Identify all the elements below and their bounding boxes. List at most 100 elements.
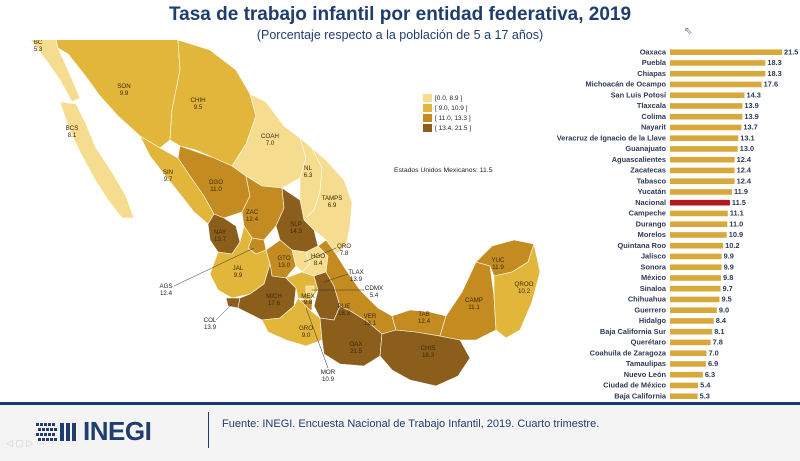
legend-swatch-1 — [423, 94, 432, 102]
label-hgo-abbr: HGO — [311, 253, 325, 260]
bar-label: Morelos — [638, 230, 666, 239]
bar — [670, 70, 766, 77]
bar — [670, 275, 722, 281]
bar-value-label: 17.6 — [764, 80, 778, 89]
bar-label: Sinaloa — [640, 284, 667, 293]
bar — [670, 113, 743, 120]
bar-label: Jalisco — [641, 252, 667, 261]
bar — [670, 232, 727, 238]
label-col-abbr: COL — [204, 317, 217, 324]
bar-value-label: 7.0 — [708, 348, 718, 357]
label-zac-abbr: ZAC — [246, 209, 259, 216]
bar — [670, 60, 766, 66]
bar-value-label: 8.1 — [714, 327, 724, 336]
bar — [670, 199, 730, 206]
label-tamps-abbr: TAMPS — [322, 195, 343, 202]
label-son-abbr: SON — [117, 83, 130, 90]
label-tlax-val: 13.9 — [350, 276, 363, 283]
label-qro-val: 7.8 — [340, 250, 349, 257]
bar-value-label: 18.3 — [767, 58, 781, 67]
bar-label: Tamaulipas — [626, 359, 666, 368]
bar-value-label: 11.1 — [730, 209, 744, 218]
bar — [670, 296, 720, 303]
label-ver-abbr: VER — [364, 313, 377, 320]
label-tamps-val: 6.9 — [328, 202, 337, 209]
bar-value-label: 11.0 — [729, 219, 743, 228]
label-chih-abbr: CHIH — [190, 97, 205, 104]
legend-item-3: [ 11.0, 13.3 ] — [423, 113, 471, 123]
legend-label-1: [0.0, 8.9 ] — [435, 94, 463, 102]
bar-label: Oaxaca — [640, 47, 667, 56]
label-gto-abbr: GTO — [277, 255, 290, 262]
label-yuc-abbr: YUC — [491, 257, 505, 264]
bar — [670, 135, 739, 141]
state-dgo — [177, 145, 251, 219]
mexico-map: BC 5.3 SON 9.9 CHIH 9.5 COAH 7.0 NL 6.3 TAMPS… — [0, 9, 541, 400]
bar — [670, 361, 706, 367]
bar-label: Guerrero — [634, 305, 666, 314]
label-nay-val: 13.7 — [214, 236, 227, 243]
label-camp-abbr: CAMP — [465, 297, 483, 304]
label-nl-abbr: NL — [304, 165, 312, 172]
bar-value-label: 13.7 — [743, 123, 757, 132]
bar-value-label: 13.9 — [744, 112, 758, 121]
bar-label: Nuevo León — [624, 370, 667, 379]
bar-label: Baja California Sur — [600, 327, 666, 336]
label-mex-abbr: MEX — [301, 293, 314, 300]
bar-label: Aguascalientes — [612, 155, 666, 164]
label-ags-val: 12.4 — [160, 290, 173, 297]
label-coah-val: 7.0 — [266, 140, 275, 147]
bar — [670, 81, 762, 88]
label-dgo-val: 11.0 — [210, 186, 222, 193]
label-bcs-val: 8.1 — [68, 132, 77, 139]
bar-value-label: 10.9 — [729, 230, 743, 239]
bar-label: Coahuila de Zaragoza — [590, 348, 667, 357]
label-jal-abbr: JAL — [233, 265, 244, 272]
svg-text:BC5.3: BC 5.3 — [34, 40, 43, 53]
legend-swatch-2 — [423, 104, 432, 112]
label-gro-val: 9.0 — [302, 332, 311, 339]
label-dgo-abbr: DGO — [209, 179, 223, 186]
bar-value-label: 5.3 — [700, 391, 710, 400]
legend-label-4: [ 13.4, 21.5 ] — [435, 124, 472, 132]
label-chis-abbr: CHIS — [421, 345, 436, 352]
bar-value-label: 12.4 — [737, 155, 752, 164]
bar — [670, 371, 703, 378]
map-state-labels: BC 5.3 SON 9.9 CHIH 9.5 COAH 7.0 NL 6.3 TAMPS… — [34, 39, 534, 383]
bar — [670, 339, 711, 346]
label-pue-val: 18.3 — [338, 310, 351, 317]
legend-swatch-4 — [423, 124, 432, 132]
mouse-cursor-icon: ⇖ — [684, 26, 693, 37]
label-slp-abbr: SLP — [290, 221, 302, 228]
inegi-logo-icon — [36, 422, 76, 441]
label-gto-val: 13.0 — [278, 262, 291, 269]
map-leader-lines — [173, 247, 364, 369]
bar-label: Nacional — [635, 198, 666, 207]
legend-label-2: [ 9.0, 10.9 ] — [435, 104, 468, 112]
bar — [670, 285, 721, 292]
bar-label: Ciudad de México — [603, 381, 666, 390]
bar-chart: Oaxaca 21.5 Puebla 18.3 Chiapas 18.3 Michoacán… — [540, 44, 799, 402]
bar-value-label: 12.4 — [737, 166, 752, 175]
bar — [670, 178, 735, 184]
bar-label: México — [641, 273, 667, 282]
chart-subtitle: (Porcentaje respecto a la población de 5… — [256, 28, 544, 42]
label-mor-val: 10.9 — [322, 376, 335, 383]
state-col — [225, 297, 241, 309]
bar-value-label: 6.9 — [708, 359, 718, 368]
legend-swatch-3 — [423, 114, 432, 122]
label-qro-abbr: QRO — [337, 243, 351, 250]
label-tab-abbr: TAB — [418, 311, 430, 318]
legend-item-4: [ 13.4, 21.5 ] — [423, 123, 471, 133]
